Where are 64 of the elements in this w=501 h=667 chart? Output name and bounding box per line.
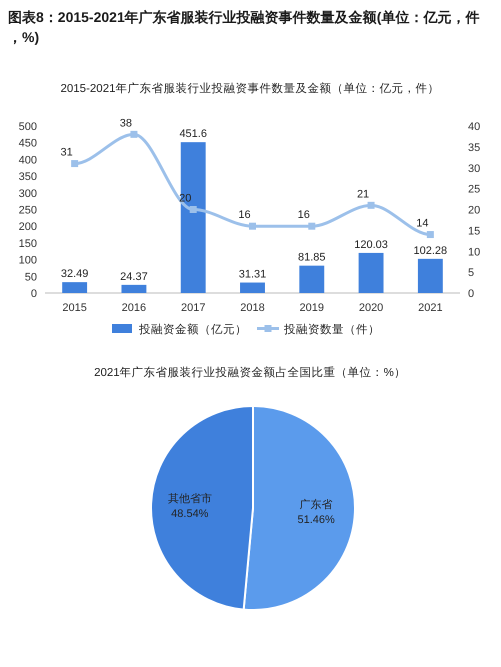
- x-tick-label: 2016: [122, 302, 146, 314]
- point: [249, 222, 256, 230]
- y-tick-label: 400: [18, 154, 37, 166]
- y2-tick-label: 5: [468, 267, 474, 280]
- point: [71, 160, 78, 168]
- y2-tick-label: 30: [468, 162, 480, 175]
- point: [308, 222, 316, 230]
- y2-tick-label: 35: [468, 142, 480, 154]
- y-tick-label: 50: [24, 271, 37, 284]
- data-label: 102.28: [414, 244, 448, 257]
- y-tick-label: 250: [18, 204, 37, 216]
- bar: [121, 284, 146, 293]
- data-label: 38: [120, 117, 132, 130]
- data-label: 20: [179, 192, 192, 204]
- y-tick-label: 0: [30, 288, 37, 300]
- y2-tick-label: 10: [468, 246, 480, 258]
- y2-tick-label: 40: [468, 121, 480, 133]
- bar: [62, 282, 88, 293]
- bar: [240, 282, 265, 293]
- data-label: 120.03: [354, 238, 388, 251]
- legend-label: 投融资数量（件）: [283, 323, 380, 336]
- bar: [358, 252, 384, 293]
- x-tick-label: 2019: [300, 302, 324, 314]
- y-tick-label: 150: [18, 238, 37, 250]
- chart-subtitle: 2015-2021年广东省服装行业投融资事件数量及金额（单位：亿元，件）: [60, 81, 440, 95]
- data-label: 21: [356, 188, 370, 200]
- y-tick-label: 300: [18, 188, 37, 200]
- data-label: 48.54%: [171, 508, 209, 520]
- chart-title: 2021年广东省服装行业投融资金额占全国比重（单位：%）: [94, 365, 406, 379]
- data-label: 31: [60, 146, 73, 159]
- y2-tick-label: 20: [468, 204, 480, 216]
- bar: [180, 142, 206, 293]
- data-label: 16: [298, 209, 310, 222]
- slice-label: 广东省: [300, 498, 333, 511]
- slice-label: 其他省市: [168, 492, 212, 506]
- y-tick-label: 100: [18, 254, 37, 267]
- y-tick-label: 350: [18, 171, 37, 184]
- point: [130, 130, 138, 138]
- chart-title: 图表8：2015-2021年广东省服装行业投融资事件数量及金额(单位：亿元，件，%): [8, 9, 480, 45]
- data-label: 81.85: [298, 252, 326, 264]
- x-tick-label: 2021: [418, 302, 443, 314]
- x-tick-label: 2018: [240, 302, 265, 314]
- data-label: 16: [238, 209, 251, 222]
- data-label: 451.6: [179, 128, 207, 140]
- data-label: 32.49: [60, 268, 88, 280]
- data-label: 31.31: [238, 268, 266, 281]
- data-label: 51.46%: [298, 514, 336, 526]
- y-tick-label: 500: [18, 121, 37, 133]
- y2-tick-label: 15: [468, 225, 480, 238]
- y2-tick-label: 0: [468, 288, 474, 300]
- y-tick-label: 450: [18, 138, 37, 150]
- legend-label: 投融资金额（亿元）: [138, 322, 247, 336]
- y2-tick-label: 25: [468, 184, 480, 196]
- data-label: 24.37: [120, 270, 148, 283]
- point: [426, 231, 434, 238]
- data-label: 14: [416, 218, 428, 230]
- point: [368, 202, 375, 209]
- x-tick-label: 2015: [62, 302, 87, 314]
- x-tick-label: 2017: [180, 302, 206, 314]
- point: [190, 206, 197, 213]
- bar: [418, 258, 443, 293]
- x-tick-label: 2020: [358, 302, 384, 314]
- bar: [299, 266, 324, 293]
- y-tick-label: 200: [18, 221, 37, 234]
